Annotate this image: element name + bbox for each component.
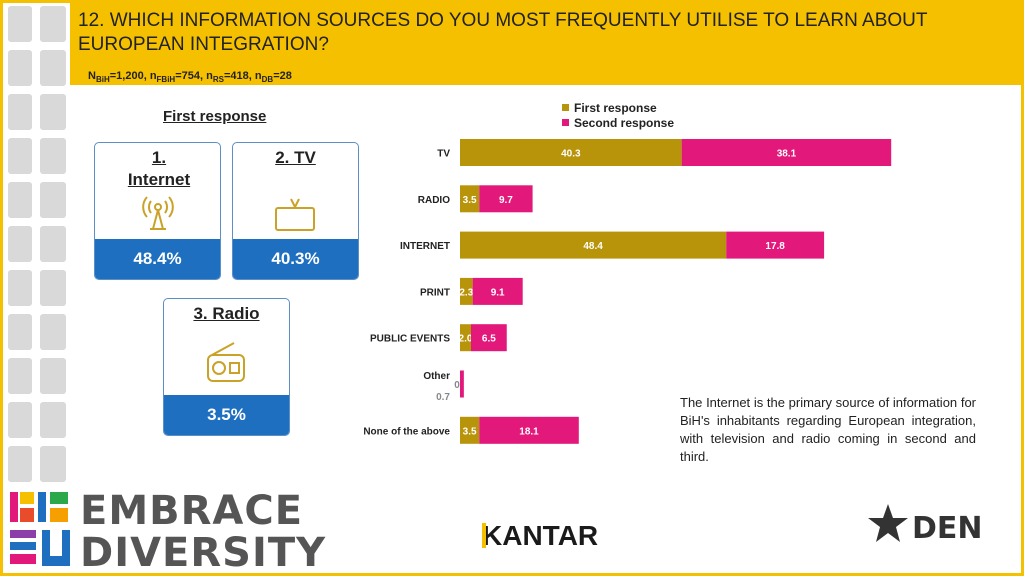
page-title: 12. WHICH INFORMATION SOURCES DO YOU MOS…	[78, 10, 928, 55]
side-pattern-block	[8, 270, 32, 306]
bar-segment	[472, 277, 523, 305]
card-label: 1. Internet	[127, 148, 191, 189]
sample-size: NBiH=1,200, nFBiH=754, nRS=418, nDB=28	[88, 70, 292, 85]
den-logo: DEN	[868, 504, 983, 546]
side-pattern-block	[8, 402, 32, 438]
data-label: 2.3	[459, 287, 473, 298]
bar-segment	[479, 416, 579, 444]
bar-segment	[460, 416, 480, 444]
bar-segment	[460, 139, 682, 166]
category-label: PUBLIC EVENTS	[370, 334, 450, 345]
header-bar: 12. WHICH INFORMATION SOURCES DO YOU MOS…	[70, 0, 1024, 85]
den-text: DEN	[912, 511, 983, 546]
bar-segment	[460, 277, 473, 305]
summary-note: The Internet is the primary source of in…	[680, 395, 976, 464]
bar-segment	[460, 370, 464, 398]
side-pattern-block	[8, 446, 32, 482]
bar-segment	[460, 324, 471, 352]
n-bih: 1,200	[116, 70, 144, 82]
card-value: 48.4%	[95, 239, 220, 279]
data-label: 40.3	[561, 149, 581, 160]
bar-segment	[479, 185, 533, 213]
data-label: 2.0	[459, 334, 473, 345]
embrace-diversity-logo: EMBRACE DIVERSITY	[80, 490, 326, 574]
side-pattern-block	[40, 446, 66, 482]
data-label: 18.1	[519, 426, 539, 437]
card-value: 40.3%	[233, 239, 358, 279]
bar-segment	[460, 185, 480, 213]
side-pattern-block	[8, 50, 32, 86]
logo-line-1: EMBRACE	[80, 488, 304, 534]
side-pattern-block	[8, 314, 32, 350]
legend-swatch	[562, 104, 569, 111]
card-tv: 2. TV 40.3%	[232, 142, 359, 280]
data-label: 38.1	[777, 149, 797, 160]
bar-segment	[460, 231, 727, 259]
kantar-logo-accent	[482, 523, 486, 548]
side-pattern-block	[40, 226, 66, 262]
legend-item-first: First response	[562, 100, 674, 115]
bih-eu-logo	[10, 492, 70, 566]
bar-segment	[681, 139, 892, 166]
data-label: 0.7	[436, 392, 450, 403]
side-pattern-block	[40, 94, 66, 130]
n-fbih: 754	[181, 70, 201, 82]
logo-line-2: DIVERSITY	[80, 530, 327, 576]
side-pattern-block	[40, 314, 66, 350]
first-response-heading: First response	[163, 108, 267, 125]
side-pattern-block	[8, 6, 32, 42]
data-label: 48.4	[583, 241, 603, 252]
side-pattern-block	[8, 94, 32, 130]
card-internet: 1. Internet 48.4%	[94, 142, 221, 280]
card-label: 2. TV	[275, 148, 316, 167]
data-label: 3.5	[463, 195, 477, 206]
chart-legend: First response Second response	[562, 100, 674, 130]
radio-icon	[207, 342, 245, 382]
category-label: None of the above	[363, 426, 450, 437]
card-label: 3. Radio	[193, 304, 260, 323]
category-label: INTERNET	[400, 241, 450, 252]
data-label: 6.5	[482, 334, 496, 345]
data-label: 9.1	[491, 287, 505, 298]
stacked-bar-chart: TV 40.3 38.1 RADIO 3.5 9.7 INTERNET 48.4 17.8 PRI…	[363, 139, 892, 444]
kantar-logo: KANTAR	[482, 520, 599, 551]
side-pattern-block	[8, 182, 32, 218]
side-pattern-block	[40, 6, 66, 42]
data-label: 9.7	[499, 195, 513, 206]
side-pattern-block	[40, 182, 66, 218]
antenna-icon	[142, 196, 174, 230]
tv-icon	[275, 198, 315, 231]
side-logo-pattern	[8, 6, 66, 482]
data-label: 3.5	[463, 426, 477, 437]
side-pattern-block	[40, 402, 66, 438]
bar-segment	[726, 231, 825, 259]
category-label: TV	[437, 149, 450, 160]
n-db: 28	[279, 70, 292, 82]
data-label: 17.8	[765, 241, 785, 252]
category-label: PRINT	[420, 287, 450, 298]
legend-label: Second response	[574, 115, 675, 130]
n-rs: 418	[230, 70, 249, 82]
side-pattern-block	[40, 270, 66, 306]
side-pattern-block	[8, 226, 32, 262]
category-label: RADIO	[418, 195, 450, 206]
card-value: 3.5%	[164, 395, 289, 435]
side-pattern-block	[40, 50, 66, 86]
side-pattern-block	[40, 138, 66, 174]
bar-segment	[471, 324, 507, 352]
data-label: 0	[454, 380, 460, 391]
side-pattern-block	[40, 358, 66, 394]
card-radio: 3. Radio 3.5%	[163, 298, 290, 436]
side-pattern-block	[8, 358, 32, 394]
category-label: Other	[423, 371, 450, 382]
legend-swatch	[562, 119, 569, 126]
legend-item-second: Second response	[562, 115, 674, 130]
legend-label: First response	[574, 100, 657, 115]
side-pattern-block	[8, 138, 32, 174]
